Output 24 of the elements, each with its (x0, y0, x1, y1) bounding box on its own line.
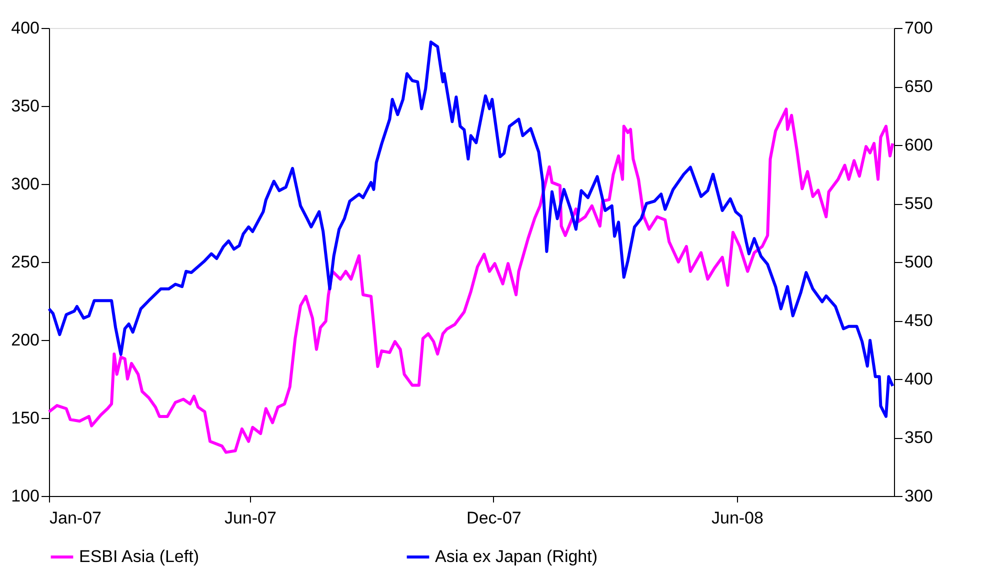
y2-tick-label: 600 (904, 136, 933, 154)
y2-tick-label: 500 (904, 252, 933, 272)
y2-tick-label: 300 (904, 486, 933, 506)
legend-label: ESBI Asia (Left) (79, 547, 199, 566)
x-tick-label: Jun-08 (711, 508, 764, 528)
y2-tick-label: 350 (904, 428, 933, 447)
x-tick-label: Jan-07 (50, 508, 102, 528)
y2-tick-label: 700 (904, 18, 933, 38)
y-tick-label: 400 (11, 18, 40, 38)
x-tick-label: Dec-07 (466, 508, 522, 528)
y-tick-label: 350 (11, 96, 40, 116)
legend-label: Asia ex Japan (Right) (435, 547, 598, 566)
y-tick-label: 100 (11, 486, 40, 506)
y-tick-label: 300 (11, 174, 40, 194)
y2-tick-label: 450 (904, 311, 933, 330)
y2-tick-label: 550 (904, 194, 933, 213)
y-tick-label: 200 (11, 330, 40, 350)
x-tick-label: Jun-07 (224, 508, 276, 528)
y2-tick-label: 650 (904, 77, 933, 96)
line-series (48, 108, 894, 454)
y-tick-label: 150 (11, 408, 40, 428)
y-tick-label: 250 (11, 252, 40, 272)
y2-tick-label: 400 (904, 370, 933, 388)
line-series (48, 40, 894, 418)
